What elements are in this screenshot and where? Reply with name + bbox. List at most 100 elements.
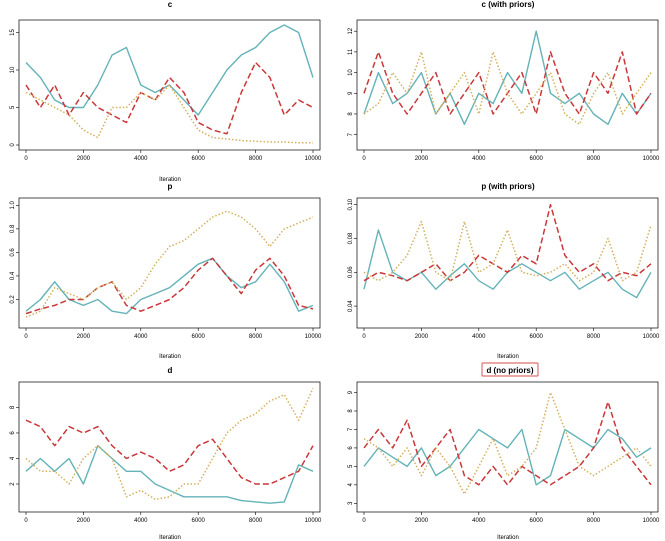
panel-c-with-priors: c (with priors) 0 2000 4000 6000 8000 10000 7 8… (348, 0, 660, 162)
y-tick-label: 8 (348, 409, 354, 413)
series-line-dashed (25, 257, 314, 315)
series-line-dashed (363, 203, 652, 282)
y-tick-label: 1.0 (10, 201, 16, 210)
y-tick-label: 6 (348, 446, 354, 450)
panel-title: c (168, 0, 173, 9)
panel-title: p (168, 182, 173, 191)
series-line-dashed (363, 401, 652, 486)
panel-title: d (168, 366, 173, 375)
y-tick-label: 7 (348, 132, 354, 136)
x-axis-label: Iteration (497, 535, 519, 541)
x-tick-label: 10000 (643, 334, 660, 340)
series-line-solid (363, 428, 652, 486)
x-axis-label: Iteration (159, 177, 181, 183)
x-tick-label: 2000 (77, 518, 91, 524)
x-tick-label: 0 (362, 156, 366, 162)
x-tick-label: 2000 (415, 334, 429, 340)
y-tick-label: 8 (10, 405, 16, 409)
plot-frame (18, 197, 321, 329)
series-line-dashed (363, 51, 652, 115)
x-tick-label: 4000 (472, 156, 486, 162)
x-tick-label: 10000 (643, 518, 660, 524)
x-tick-label: 0 (24, 334, 28, 340)
y-tick-label: 7 (348, 427, 354, 431)
series-line-solid (363, 30, 652, 126)
x-axis-label: Iteration (159, 535, 181, 541)
plot-frame (356, 19, 659, 151)
x-tick-label: 4000 (472, 518, 486, 524)
plot-frame (18, 381, 321, 513)
panel-p: p 0 2000 4000 6000 8000 100000.20.40.60.81.0 … (10, 182, 322, 360)
series-line-solid (25, 445, 314, 504)
x-tick-label: 8000 (587, 334, 601, 340)
x-tick-label: 8000 (587, 156, 601, 162)
y-tick-label: 0.6 (10, 248, 16, 257)
x-tick-label: 2000 (77, 156, 91, 162)
x-tick-label: 8000 (587, 518, 601, 524)
y-tick-label: 0.04 (348, 300, 354, 312)
x-tick-label: 0 (24, 156, 28, 162)
y-tick-label: 2 (10, 482, 16, 486)
series-line-dotted (25, 387, 314, 501)
y-tick-label: 8 (348, 112, 354, 116)
x-tick-label: 6000 (530, 518, 544, 524)
y-tick-label: 5 (10, 105, 16, 109)
series-line-dashed (25, 61, 314, 135)
x-tick-label: 8000 (249, 156, 263, 162)
y-tick-label: 10 (10, 66, 16, 73)
panel-c: c 0 2000 4000 6000 8000 10000 0 5 10 15 Iteration (10, 0, 322, 183)
y-tick-label: 0.4 (10, 271, 16, 280)
panel-title: d (no priors) (486, 366, 533, 375)
y-tick-label: 0 (10, 143, 16, 147)
panel-d: d 0 2000 4000 6000 8000 10000 2 4 6 8 Iteration (10, 366, 322, 541)
plot-frame (18, 19, 321, 151)
x-tick-label: 0 (362, 334, 366, 340)
x-tick-label: 10000 (643, 156, 660, 162)
series-line-dotted (363, 220, 652, 282)
x-tick-label: 0 (24, 518, 28, 524)
x-tick-label: 6000 (192, 518, 206, 524)
x-axis-label: Iteration (497, 354, 519, 360)
plot-frame (356, 197, 659, 329)
x-tick-label: 6000 (530, 334, 544, 340)
x-tick-label: 2000 (77, 334, 91, 340)
y-tick-label: 10 (348, 69, 354, 76)
y-tick-label: 4 (10, 456, 16, 460)
x-tick-label: 6000 (192, 334, 206, 340)
x-tick-label: 6000 (192, 156, 206, 162)
y-tick-label: 11 (348, 48, 354, 55)
x-tick-label: 4000 (134, 156, 148, 162)
y-tick-label: 9 (348, 91, 354, 95)
panel-title: p (with priors) (481, 182, 535, 191)
panel-p-with-priors: p (with priors) 0 2000 4000 6000 8000 10000 0.… (348, 182, 660, 360)
x-tick-label: 4000 (134, 518, 148, 524)
y-tick-label: 0.08 (348, 232, 354, 244)
series-line-dotted (25, 210, 314, 318)
plot-frame (356, 381, 659, 513)
y-tick-label: 3 (348, 501, 354, 505)
series-line-dotted (363, 391, 652, 495)
x-tick-label: 2000 (415, 518, 429, 524)
x-tick-label: 10000 (305, 156, 322, 162)
y-tick-label: 5 (348, 464, 354, 468)
x-axis-label: Iteration (159, 354, 181, 360)
x-tick-label: 8000 (249, 334, 263, 340)
x-tick-label: 10000 (305, 518, 322, 524)
x-tick-label: 8000 (249, 518, 263, 524)
x-tick-label: 4000 (134, 334, 148, 340)
x-tick-label: 10000 (305, 334, 322, 340)
x-tick-label: 6000 (530, 156, 544, 162)
series-line-solid (25, 24, 314, 116)
y-tick-label: 4 (348, 483, 354, 487)
x-tick-label: 2000 (415, 156, 429, 162)
x-tick-label: 0 (362, 518, 366, 524)
y-tick-label: 9 (348, 390, 354, 394)
series-line-dotted (363, 51, 652, 126)
y-tick-label: 15 (10, 29, 16, 36)
series-line-dashed (25, 419, 314, 485)
y-tick-label: 12 (348, 27, 354, 34)
y-tick-label: 0.10 (348, 198, 354, 210)
y-tick-label: 6 (10, 431, 16, 435)
highlight-box (481, 362, 539, 377)
